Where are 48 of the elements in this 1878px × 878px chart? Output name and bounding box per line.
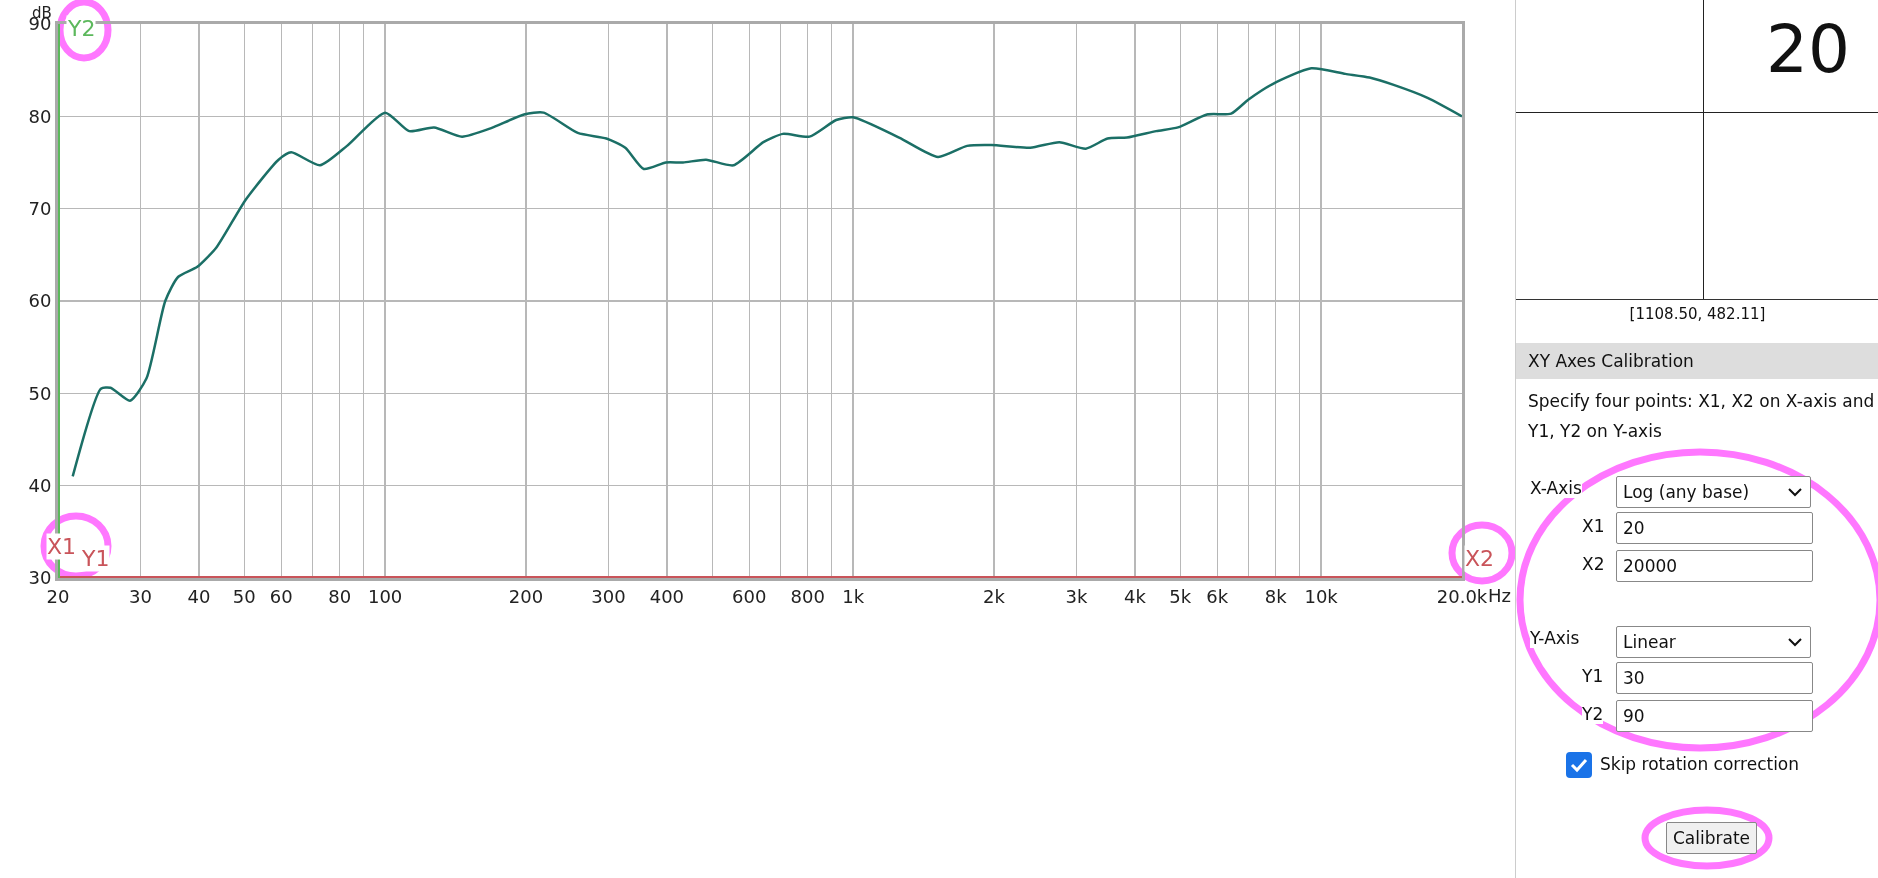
x-tick-label: 600 — [732, 585, 767, 607]
magnifier-view: 20 — [1516, 0, 1878, 300]
text-field: 20 — [1616, 512, 1813, 544]
annotation: Y2 — [67, 16, 96, 41]
annotation: X1 — [47, 534, 77, 559]
text: Y1 — [1582, 666, 1604, 686]
text: Specify four points: X1, X2 on X-axis and Y1, Y2 on Y-axis — [1528, 391, 1875, 441]
x-tick-label: 6k — [1206, 585, 1229, 607]
text: XY Axes Calibration — [1516, 343, 1878, 379]
dropdown-field: Log (any base) — [1616, 476, 1811, 508]
x-tick-label: 400 — [649, 585, 685, 607]
x-tick-label: 100 — [367, 585, 403, 607]
x-tick-label: 10k — [1304, 585, 1339, 607]
x-tick-label: 200 — [508, 585, 544, 607]
y-tick-label: 40 — [28, 474, 52, 496]
x-tick-label: 80 — [328, 585, 352, 607]
text: [1108.50, 482.11] — [1629, 305, 1766, 323]
text: Skip rotation correction — [1600, 754, 1800, 774]
text: Y-Axis — [1530, 628, 1580, 648]
y-tick-label: 80 — [28, 105, 52, 127]
x-tick-label: 60 — [269, 585, 293, 607]
x-tick-label: 3k — [1065, 585, 1088, 607]
x-tick-label: 50 — [232, 585, 256, 607]
text-field: 20000 — [1616, 550, 1813, 582]
text: X2 — [1465, 546, 1495, 571]
x-tick-label: 2k — [983, 585, 1006, 607]
x-tick-label: 300 — [591, 585, 626, 607]
x-tick-label: 30 — [128, 585, 152, 607]
text-field: 30 — [1616, 662, 1813, 694]
annotation: Y1 — [81, 546, 110, 571]
x-tick-label: 4k — [1123, 585, 1147, 607]
text: Y2 — [1582, 704, 1604, 724]
text: X-Axis — [1530, 478, 1582, 498]
x-tick-label: 8k — [1264, 585, 1288, 607]
x-tick-label: 1k — [842, 585, 865, 607]
x-tick-label: 5k — [1169, 585, 1192, 607]
x-tick-label: 20.0k — [1436, 585, 1488, 607]
text: X1 — [1582, 516, 1605, 536]
y-tick-label: 50 — [28, 382, 52, 404]
y-tick-label: 60 — [28, 290, 52, 312]
text: X2 — [1582, 554, 1605, 574]
x-tick-label: 40 — [187, 585, 211, 607]
dropdown-field: Linear — [1616, 626, 1811, 658]
x-tick-label: 800 — [790, 585, 825, 607]
x-axis-title: Hz — [1488, 585, 1511, 606]
text-field: 90 — [1616, 700, 1813, 732]
button: Calibrate — [1666, 822, 1758, 854]
y-tick-label: 70 — [28, 197, 52, 219]
